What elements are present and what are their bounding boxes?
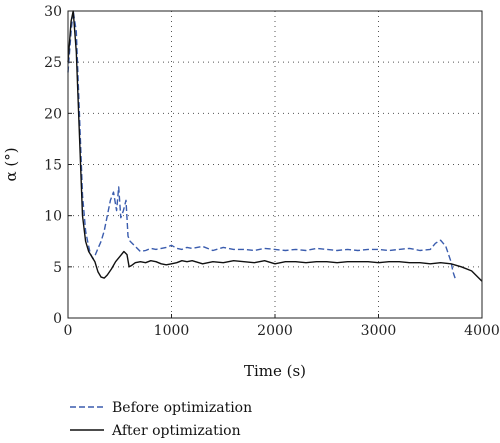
x-tick-label-3: 3000 <box>361 323 397 339</box>
y-tick-label-4: 20 <box>44 106 62 122</box>
y-tick-label-3: 15 <box>44 158 62 174</box>
x-tick-label-0: 0 <box>64 323 73 339</box>
y-tick-label-0: 0 <box>53 311 62 327</box>
y-axis-label: α (°) <box>2 147 20 181</box>
y-tick-label-6: 30 <box>44 4 62 20</box>
x-tick-label-1: 1000 <box>154 323 190 339</box>
series-line-before-optimization <box>67 10 456 279</box>
legend-label-after: After optimization <box>111 423 241 439</box>
series-lines <box>67 10 483 282</box>
x-tick-label-4: 4000 <box>464 323 500 339</box>
axis-ticks: 0 1000 2000 3000 4000 0 5 10 15 20 25 30 <box>44 4 500 339</box>
y-tick-label-2: 10 <box>44 209 62 225</box>
grid-lines <box>68 11 482 318</box>
series-line-after-optimization <box>67 10 483 282</box>
y-tick-label-5: 25 <box>44 55 62 71</box>
y-tick-label-1: 5 <box>53 260 62 276</box>
legend: Before optimization After optimization <box>70 400 252 439</box>
x-axis-label: Time (s) <box>244 362 306 380</box>
x-tick-label-2: 2000 <box>257 323 293 339</box>
legend-label-before: Before optimization <box>112 400 252 416</box>
